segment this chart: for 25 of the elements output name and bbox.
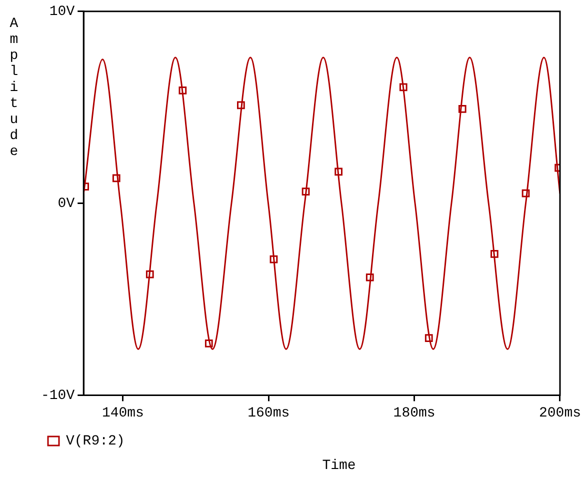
point <box>399 83 408 92</box>
point <box>112 174 120 182</box>
x-tick-label: 140ms <box>102 405 144 422</box>
x-tick-label: 160ms <box>248 405 290 422</box>
point <box>490 250 498 258</box>
x-axis-title: Time <box>321 458 357 474</box>
point <box>334 168 342 176</box>
legend-label: V(R9:2) <box>66 434 125 450</box>
line-series <box>84 56 560 350</box>
point <box>424 334 433 342</box>
point <box>522 189 530 198</box>
point <box>237 101 245 110</box>
y-tick-label: 0V <box>58 196 76 212</box>
y-tick-label: -10V <box>40 388 76 404</box>
point <box>178 86 187 94</box>
y-axis-title: Amplitude <box>6 16 22 160</box>
point <box>146 270 154 278</box>
point <box>204 339 213 348</box>
x-tick-label: 200ms <box>538 405 582 422</box>
point <box>366 273 374 282</box>
point <box>458 104 466 113</box>
point <box>302 188 310 196</box>
x-tick-label: 180ms <box>393 405 436 422</box>
point <box>270 255 278 264</box>
y-tick-label: 10V <box>49 4 76 20</box>
